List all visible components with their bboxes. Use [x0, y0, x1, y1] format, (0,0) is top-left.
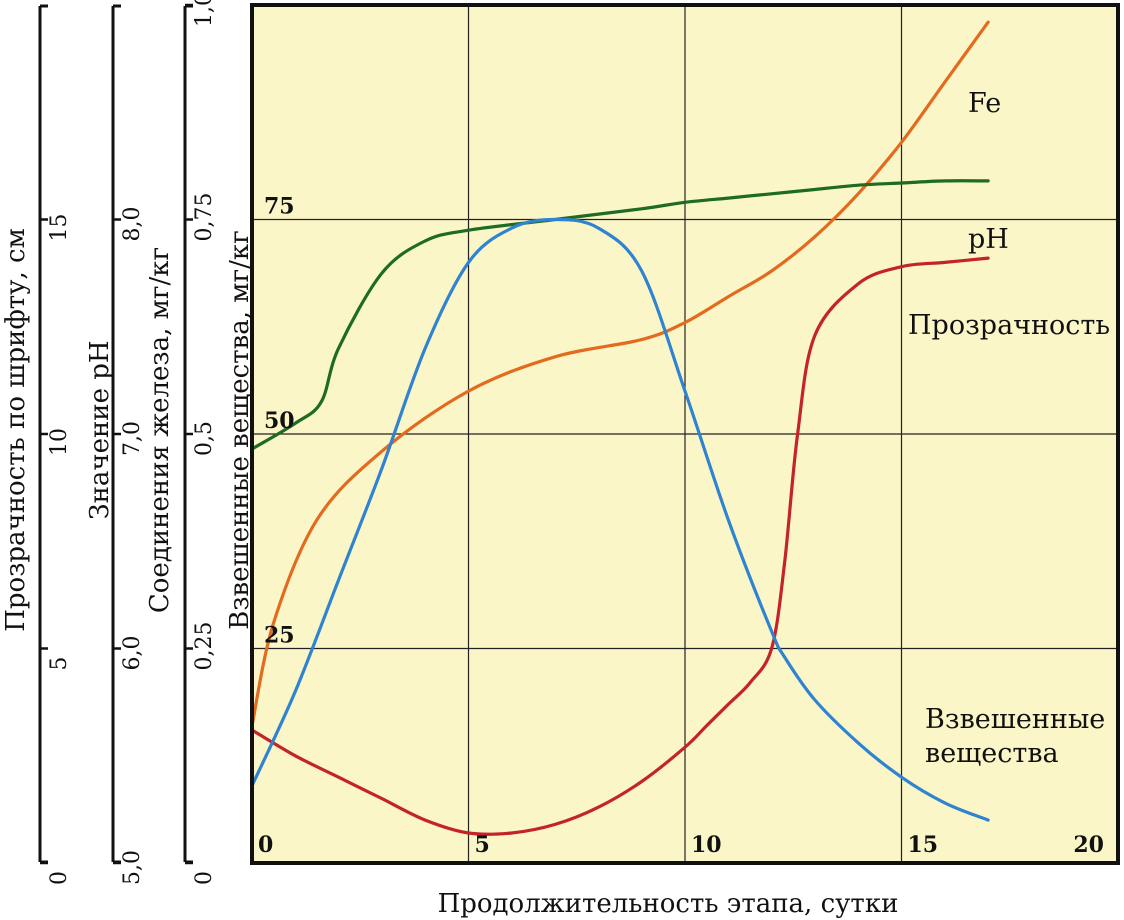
y-axes: 0 5 10 15 5,0 6,0 7,0 8,0 0 0,25 0,5 0,75 1,0 Прозрач… [1, 0, 310, 885]
x-tick-label: 15 [908, 832, 939, 858]
series-layer [250, 20, 990, 836]
y-tick-label: 0,75 [192, 193, 217, 242]
series-line-ph [250, 179, 990, 451]
y-tick-label: 1,0 [192, 0, 217, 27]
y-axis-ph: 5,0 6,0 7,0 8,0 [111, 4, 145, 885]
y-tick-label: 6,0 [120, 636, 145, 671]
series-label-ph: pH [968, 224, 1009, 255]
y-tick-label: 5,0 [120, 850, 145, 885]
series-label-fe: Fe [968, 88, 1001, 119]
x-tick-label: 20 [1073, 832, 1104, 858]
y-tick-label: 0,25 [192, 622, 217, 671]
y-tick-label-suspended: 50 [264, 408, 295, 434]
y-tick-label: 15 [47, 214, 72, 242]
series-label-suspended: Взвешенные [925, 704, 1105, 735]
y-tick-label-suspended: 75 [264, 194, 295, 220]
y-tick-label: 0 [47, 871, 72, 885]
gridlines [252, 5, 1118, 863]
x-axis-label: Продолжительность этапа, сутки [438, 889, 899, 919]
y-axis-title-iron: Соединения железа, мг/кг [145, 247, 175, 613]
series-line-transparency [250, 256, 990, 836]
series-label-suspended: вещества [925, 738, 1059, 769]
y-tick-label: 10 [47, 428, 72, 456]
y-axis-title-suspended: Взвешенные вещества, мг/кг [225, 230, 255, 630]
x-tick-labels: 0 5 10 15 20 [258, 832, 1104, 858]
y-tick-label: 7,0 [120, 421, 145, 456]
y-tick-label: 0 [192, 871, 217, 885]
y-tick-label: 0,5 [192, 421, 217, 456]
x-tick-label: 10 [691, 832, 722, 858]
y-tick-label-suspended: 100 [264, 0, 310, 5]
y-axis-iron: 0 0,25 0,5 0,75 1,0 [183, 0, 217, 885]
series-label-transparency: Прозрачность [908, 310, 1110, 341]
y-axis-title-ph: Значение pH [85, 340, 115, 519]
y-tick-label: 5 [47, 657, 72, 671]
y-tick-label-suspended: 25 [264, 623, 295, 649]
x-tick-label: 5 [475, 832, 490, 858]
series-line-suspended-solids [250, 217, 990, 822]
y-axis-transparency: 0 5 10 15 [38, 4, 72, 885]
y-axis-title-transparency: Прозрачность по шрифту, см [1, 228, 31, 632]
y-tick-label: 8,0 [120, 207, 145, 242]
plot-frame [250, 3, 1120, 865]
x-tick-label: 0 [258, 832, 273, 858]
series-line-fe [250, 20, 990, 728]
